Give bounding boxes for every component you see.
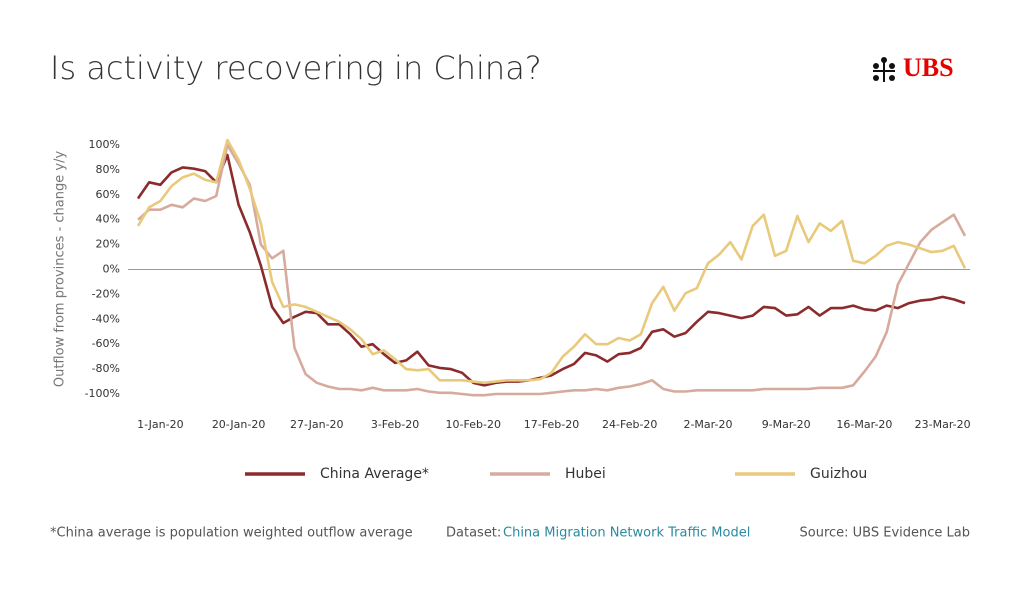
x-tick-label: 2-Mar-20 [683,418,732,431]
source: Source: UBS Evidence Lab [800,526,971,541]
title: Is activity recovering in China? [50,49,542,87]
y-tick-label: 0% [103,263,120,276]
y-tick-label: 20% [96,238,120,251]
y-tick-label: -80% [92,362,120,375]
series-line [136,153,966,387]
x-tick-label: 16-Mar-20 [836,418,892,431]
legend-label: Hubei [565,466,606,482]
x-tick-label: 10-Feb-20 [446,418,501,431]
x-tick-label: 17-Feb-20 [524,418,579,431]
y-tick-label: -60% [92,337,120,350]
y-tick-label: 60% [96,188,120,201]
y-tick-label: 40% [96,213,120,226]
x-tick-label: 9-Mar-20 [762,418,811,431]
y-tick-label: 100% [89,138,120,151]
dataset-name: China Migration Network Traffic Model [503,526,750,541]
y-axis-label: Outflow from provinces - change y/y [53,151,68,388]
y-tick-label: -100% [85,387,120,400]
x-tick-label: 1-Jan-20 [137,418,184,431]
y-tick-label: -40% [92,312,120,325]
x-tick-label: 3-Feb-20 [371,418,419,431]
legend-label: China Average* [320,466,429,482]
x-tick-label: 27-Jan-20 [290,418,344,431]
x-tick-label: 20-Jan-20 [212,418,266,431]
dataset-label: Dataset: [446,526,501,541]
x-tick-label: 24-Feb-20 [602,418,657,431]
series-line [136,138,967,385]
y-tick-label: -20% [92,287,120,300]
y-tick-label: 80% [96,163,120,176]
footnote: *China average is population weighted ou… [50,526,413,541]
logo: UBS [903,53,954,82]
series-line [137,143,967,397]
legend-label: Guizhou [810,466,867,482]
logo-icon [873,57,895,82]
x-tick-label: 23-Mar-20 [915,418,971,431]
